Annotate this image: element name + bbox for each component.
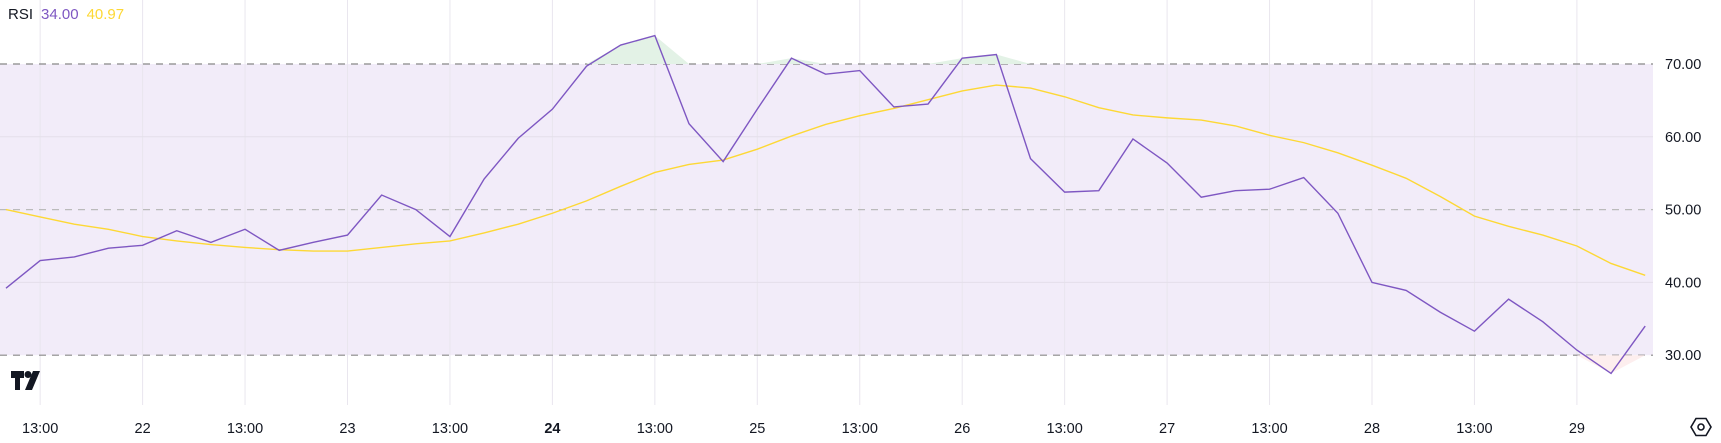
x-tick-label: 13:00	[1047, 421, 1083, 437]
x-tick-label: 13:00	[637, 421, 673, 437]
legend-ma-value: 40.97	[86, 6, 125, 23]
x-tick-label: 24	[544, 421, 560, 437]
x-tick-label: 13:00	[1456, 421, 1492, 437]
oversold-fill	[6, 355, 1646, 374]
y-tick-label: 70.00	[1665, 57, 1701, 73]
legend-title: RSI	[8, 6, 34, 23]
x-tick-label: 13:00	[842, 421, 878, 437]
legend-rsi-value: 34.00	[41, 6, 79, 23]
overbought-fill	[6, 35, 1646, 64]
y-tick-label: 60.00	[1665, 130, 1701, 146]
x-tick-label: 13:00	[432, 421, 468, 437]
x-tick-label: 13:00	[22, 421, 58, 437]
y-tick-label: 40.00	[1665, 275, 1701, 291]
x-tick-label: 22	[135, 421, 151, 437]
x-tick-label: 23	[339, 421, 355, 437]
x-tick-label: 29	[1569, 421, 1585, 437]
x-tick-label: 25	[749, 421, 765, 437]
y-tick-label: 30.00	[1665, 348, 1701, 364]
x-tick-label: 28	[1364, 421, 1380, 437]
x-tick-label: 27	[1159, 421, 1175, 437]
x-tick-label: 13:00	[1251, 421, 1287, 437]
y-tick-label: 50.00	[1665, 203, 1701, 219]
tradingview-logo[interactable]	[11, 371, 40, 390]
x-tick-label: 13:00	[227, 421, 263, 437]
legend: RSI 34.00 40.97	[8, 6, 124, 23]
x-tick-label: 26	[954, 421, 970, 437]
settings-hexagon-icon[interactable]	[1690, 417, 1712, 437]
